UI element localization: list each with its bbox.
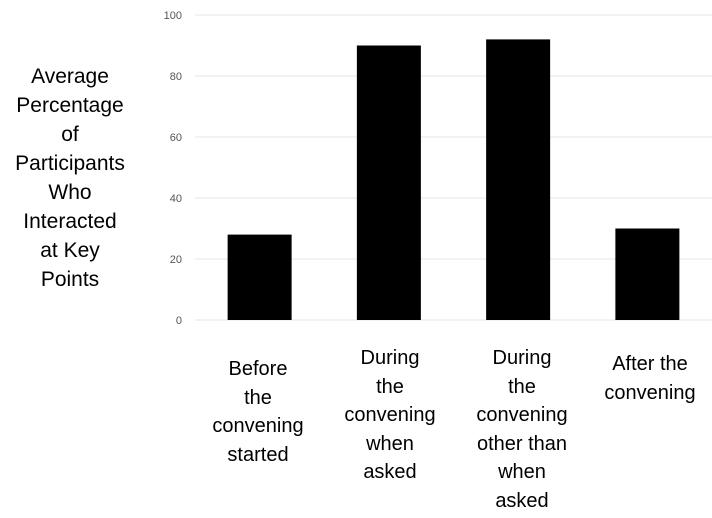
y-axis-label-line: Interacted bbox=[23, 210, 117, 233]
x-tick-label-during-when-asked: During the convening when asked bbox=[328, 344, 452, 487]
y-axis-label-line: Average bbox=[31, 65, 109, 88]
x-tick-label-line: Before bbox=[228, 358, 288, 380]
bar bbox=[486, 39, 551, 321]
y-axis-label-line: Percentage bbox=[16, 94, 124, 117]
y-tick-label: 20 bbox=[170, 254, 182, 266]
y-tick-label: 40 bbox=[170, 193, 182, 205]
bars bbox=[227, 39, 680, 321]
y-axis-label-line: Who bbox=[48, 181, 92, 204]
y-axis-label: Average Percentage of Participants Who I… bbox=[0, 62, 140, 294]
y-tick-label: 100 bbox=[164, 10, 182, 22]
x-tick-label-before-started: Before the convening started bbox=[196, 355, 320, 469]
x-tick-label-line: started bbox=[227, 443, 289, 466]
y-axis-label-line: Participants bbox=[15, 152, 125, 175]
x-tick-label-line: when bbox=[366, 432, 414, 455]
y-tick-label: 0 bbox=[176, 315, 182, 327]
x-tick-label-line: During bbox=[360, 347, 420, 369]
y-tick-label: 80 bbox=[170, 71, 182, 83]
bar bbox=[615, 228, 680, 320]
x-tick-label-line: convening bbox=[476, 404, 568, 426]
x-tick-label-line: the bbox=[508, 375, 536, 398]
x-tick-label-line: when bbox=[498, 461, 546, 483]
y-tick-labels: 0 20 40 60 80 100 bbox=[164, 10, 182, 327]
x-tick-label-line: asked bbox=[495, 489, 549, 512]
y-tick-label: 60 bbox=[170, 132, 182, 144]
bar bbox=[227, 234, 292, 320]
x-tick-label-line: the bbox=[244, 386, 272, 409]
x-tick-label-line: convening bbox=[344, 404, 436, 426]
x-tick-label-line: other than bbox=[476, 432, 568, 455]
x-tick-label-line: the bbox=[376, 375, 404, 398]
x-tick-label-line: During bbox=[492, 347, 552, 369]
y-axis-label-line: at Key bbox=[40, 239, 100, 262]
bar bbox=[356, 45, 421, 320]
x-tick-label-line: asked bbox=[363, 461, 417, 483]
x-tick-label-line: convening bbox=[212, 415, 304, 437]
x-tick-label-line: After the bbox=[612, 353, 688, 375]
x-tick-label-during-other: During the convening other than when ask… bbox=[460, 344, 584, 515]
x-tick-label-after: After the convening bbox=[588, 350, 712, 407]
y-axis-label-line: Points bbox=[40, 268, 100, 291]
y-axis-label-line: of bbox=[61, 123, 79, 146]
x-tick-label-line: convening bbox=[604, 381, 696, 404]
